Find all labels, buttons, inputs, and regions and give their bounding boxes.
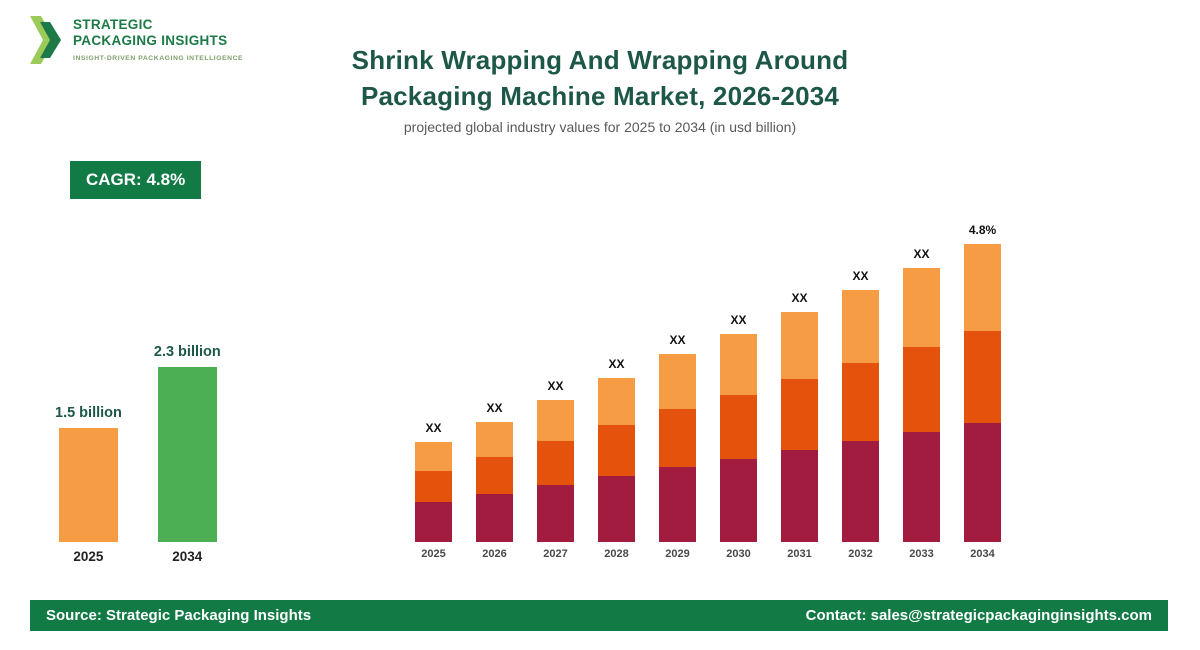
stacked-bar <box>415 442 452 542</box>
comparison-bar-2034 <box>157 367 217 542</box>
x-axis-label: 2033 <box>909 548 934 560</box>
segment-middle <box>537 441 574 485</box>
x-axis-label: 2026 <box>482 548 507 560</box>
segment-top <box>903 268 940 347</box>
bar-value-label: XX <box>425 421 442 435</box>
stacked-bar <box>598 378 635 542</box>
segment-middle <box>903 347 940 432</box>
stacked-bar-group: XX 2026 <box>476 401 513 560</box>
segment-bottom <box>903 432 940 542</box>
segment-top <box>781 312 818 379</box>
segment-bottom <box>842 441 879 542</box>
segment-bottom <box>537 485 574 542</box>
page-title: Shrink Wrapping And Wrapping Around Pack… <box>0 42 1200 114</box>
x-axis-label: 2027 <box>543 548 568 560</box>
segment-bottom <box>781 450 818 542</box>
bar-value-label: XX <box>547 379 564 393</box>
segment-bottom <box>415 502 452 542</box>
stacked-bar <box>842 290 879 542</box>
footer-source: Source: Strategic Packaging Insights <box>46 607 312 624</box>
segment-bottom <box>476 494 513 542</box>
stacked-bar <box>964 244 1001 542</box>
stacked-bar-group: XX 2025 <box>415 421 452 560</box>
stacked-bar-group: 4.8% 2034 <box>964 223 1001 560</box>
segment-top <box>659 354 696 409</box>
logo-chevron-icon <box>30 16 61 64</box>
segment-middle <box>476 457 513 494</box>
comparison-bar-group: 2.3 billion 2034 <box>154 344 221 564</box>
x-axis-label: 2034 <box>970 548 995 560</box>
segment-bottom <box>659 467 696 542</box>
segment-middle <box>781 379 818 450</box>
logo-title-line2: PACKAGING INSIGHTS <box>73 33 228 48</box>
stacked-bar <box>720 334 757 542</box>
stacked-bar-group: XX 2027 <box>537 379 574 560</box>
segment-bottom <box>598 476 635 542</box>
page-subtitle: projected global industry values for 202… <box>403 119 797 135</box>
stacked-bar-group: XX 2033 <box>903 247 940 560</box>
stacked-bar-group: XX 2028 <box>598 357 635 560</box>
logo-text: STRATEGIC PACKAGING INSIGHTS INSIGHT-DRI… <box>73 14 243 62</box>
page-title-line2: Packaging Machine Market, 2026-2034 <box>360 81 840 111</box>
segment-middle <box>964 331 1001 423</box>
bar-value-label: XX <box>608 357 625 371</box>
segment-top <box>720 334 757 395</box>
logo-title-line1: STRATEGIC <box>73 17 153 32</box>
x-axis-label: 2030 <box>726 548 751 560</box>
segment-bottom <box>964 423 1001 542</box>
stacked-bar <box>903 268 940 542</box>
segment-top <box>476 422 513 457</box>
bar-value-label: XX <box>913 247 930 261</box>
stacked-bar-group: XX 2030 <box>720 313 757 560</box>
x-axis-label: 2031 <box>787 548 812 560</box>
x-axis-label: 2034 <box>172 549 203 564</box>
stacked-bar <box>781 312 818 542</box>
segment-top <box>537 400 574 441</box>
footer-bar: Source: Strategic Packaging Insights Con… <box>30 600 1168 631</box>
bar-value-label: XX <box>852 269 869 283</box>
stacked-bar <box>476 422 513 542</box>
x-axis-label: 2029 <box>665 548 690 560</box>
segment-middle <box>598 425 635 476</box>
projection-chart: XX 2025 XX 2026 XX 2027 XX 2028 XX 2029 XX 2030 XX 20… <box>415 223 1001 560</box>
segment-top <box>964 244 1001 331</box>
segment-top <box>598 378 635 425</box>
stacked-bar <box>537 400 574 542</box>
stacked-bar-group: XX 2031 <box>781 291 818 560</box>
x-axis-label: 2025 <box>421 548 446 560</box>
stacked-bar <box>659 354 696 542</box>
x-axis-label: 2028 <box>604 548 629 560</box>
segment-bottom <box>720 459 757 542</box>
comparison-bar-group: 1.5 billion 2025 <box>55 405 122 564</box>
segment-top <box>842 290 879 363</box>
x-axis-label: 2025 <box>73 549 104 564</box>
stacked-bar-group: XX 2029 <box>659 333 696 560</box>
comparison-bar-2025 <box>58 428 118 542</box>
logo-tagline: INSIGHT-DRIVEN PACKAGING INTELLIGENCE <box>73 55 244 62</box>
bar-value-label: XX <box>730 313 747 327</box>
segment-middle <box>842 363 879 441</box>
footer-contact: Contact: sales@strategicpackaginginsight… <box>805 607 1152 624</box>
segment-middle <box>720 395 757 459</box>
segment-middle <box>415 471 452 502</box>
bar-value-label: 1.5 billion <box>55 405 122 421</box>
bar-value-label: 2.3 billion <box>153 344 221 360</box>
comparison-chart: 1.5 billion 2025 2.3 billion 2034 <box>55 344 221 564</box>
cagr-badge: CAGR: 4.8% <box>70 161 202 199</box>
segment-top <box>415 442 452 471</box>
segment-middle <box>659 409 696 467</box>
bar-value-label: XX <box>791 291 808 305</box>
bar-value-label: 4.8% <box>968 223 997 237</box>
x-axis-label: 2032 <box>848 548 873 560</box>
stacked-bar-group: XX 2032 <box>842 269 879 560</box>
bar-value-label: XX <box>669 333 686 347</box>
logo: STRATEGIC PACKAGING INSIGHTS INSIGHT-DRI… <box>30 14 243 66</box>
bar-value-label: XX <box>486 401 503 415</box>
page-title-line1: Shrink Wrapping And Wrapping Around <box>351 45 849 75</box>
